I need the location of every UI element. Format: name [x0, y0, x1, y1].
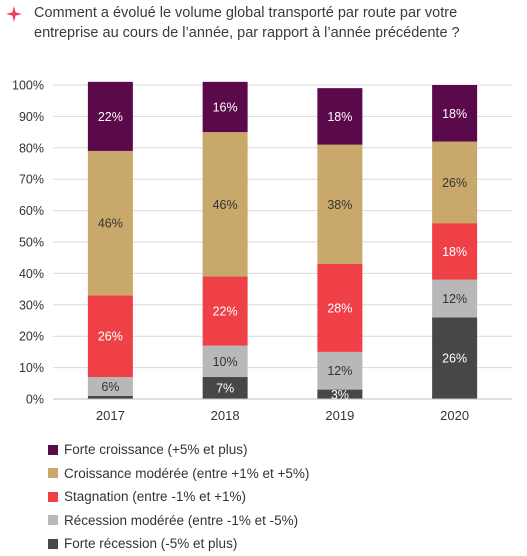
bar-segment — [202, 132, 248, 277]
y-tick-label: 50% — [19, 236, 44, 250]
x-tick-label: 2020 — [440, 408, 469, 423]
bar-segment — [202, 345, 248, 378]
legend-label: Forte croissance (+5% et plus) — [64, 442, 248, 458]
data-label: 12% — [442, 292, 467, 306]
legend-item: Stagnation (entre -1% et +1%) — [48, 485, 518, 509]
bar-segment — [317, 144, 363, 264]
data-label: 18% — [327, 110, 352, 124]
legend-label: Forte récession (-5% et plus) — [64, 536, 238, 552]
x-tick-label: 2019 — [325, 408, 354, 423]
legend-item: Croissance modérée (entre +1% et +5%) — [48, 462, 518, 486]
data-label: 26% — [442, 176, 467, 190]
chart-title: Comment a évolué le volume global transp… — [34, 5, 460, 41]
legend-swatch — [48, 491, 58, 502]
stacked-bar-chart: 0% 10% 20% 30% 40% 50% 60% 70% 80% 90% 100% 6% 26% 46… — [12, 79, 512, 423]
bar-segment — [87, 395, 133, 399]
legend-swatch — [48, 444, 58, 455]
legend-label: Stagnation (entre -1% et +1%) — [64, 489, 246, 505]
legend-label: Récession modérée (entre -1% et -5%) — [64, 512, 299, 528]
data-label: 18% — [442, 107, 467, 121]
data-label: 7% — [216, 382, 234, 396]
bar-segment — [432, 279, 478, 318]
y-tick-label: 0% — [26, 393, 44, 407]
bar-segment — [432, 85, 478, 142]
bar-segment — [87, 150, 133, 296]
bar-segment — [432, 223, 478, 280]
y-tick-label: 10% — [19, 361, 44, 375]
bar-segment — [202, 81, 248, 133]
legend-swatch — [48, 468, 58, 479]
x-tick-label: 2018 — [211, 408, 240, 423]
data-label: 46% — [213, 198, 238, 212]
bar-segment — [87, 377, 133, 396]
data-label: 26% — [98, 330, 123, 344]
y-tick-label: 60% — [19, 204, 44, 218]
y-tick-label: 100% — [12, 79, 44, 93]
data-label: 10% — [213, 355, 238, 369]
data-label: 22% — [98, 110, 123, 124]
data-label: 38% — [327, 198, 352, 212]
bar-segment — [202, 377, 248, 399]
data-label: 6% — [101, 380, 119, 394]
legend-swatch — [48, 538, 58, 549]
y-tick-label: 30% — [19, 298, 44, 312]
data-label: 3% — [331, 388, 349, 402]
y-tick-label: 90% — [19, 110, 44, 124]
data-label: 22% — [213, 305, 238, 319]
bar-segment — [87, 295, 133, 378]
data-label: 26% — [442, 352, 467, 366]
legend-item: Récession modérée (entre -1% et -5%) — [48, 509, 518, 533]
bar-segment — [202, 276, 248, 346]
y-tick-label: 20% — [19, 330, 44, 344]
bar-segment — [87, 81, 133, 151]
four-point-star-icon — [6, 6, 22, 22]
data-label: 18% — [442, 245, 467, 259]
data-label: 46% — [98, 217, 123, 231]
bar-segment — [317, 351, 363, 390]
legend-label: Croissance modérée (entre +1% et +5%) — [64, 465, 310, 481]
legend-swatch — [48, 515, 58, 526]
chart-header: Comment a évolué le volume global transp… — [0, 0, 527, 60]
data-label: 12% — [327, 364, 352, 378]
y-tick-label: 40% — [19, 267, 44, 281]
data-label: 28% — [327, 301, 352, 315]
x-tick-label: 2017 — [96, 408, 125, 423]
y-tick-label: 80% — [19, 141, 44, 155]
bar-segment — [317, 263, 363, 352]
y-tick-label: 70% — [19, 173, 44, 187]
bar-segment — [317, 88, 363, 145]
chart-legend: Forte croissance (+5% et plus) Croissance… — [48, 438, 518, 556]
bar-segment — [432, 141, 478, 224]
data-label: 16% — [213, 100, 238, 114]
legend-item: Forte récession (-5% et plus) — [48, 532, 518, 556]
bar-segment — [317, 389, 363, 399]
bar-segment — [432, 317, 478, 399]
legend-item: Forte croissance (+5% et plus) — [48, 438, 518, 462]
